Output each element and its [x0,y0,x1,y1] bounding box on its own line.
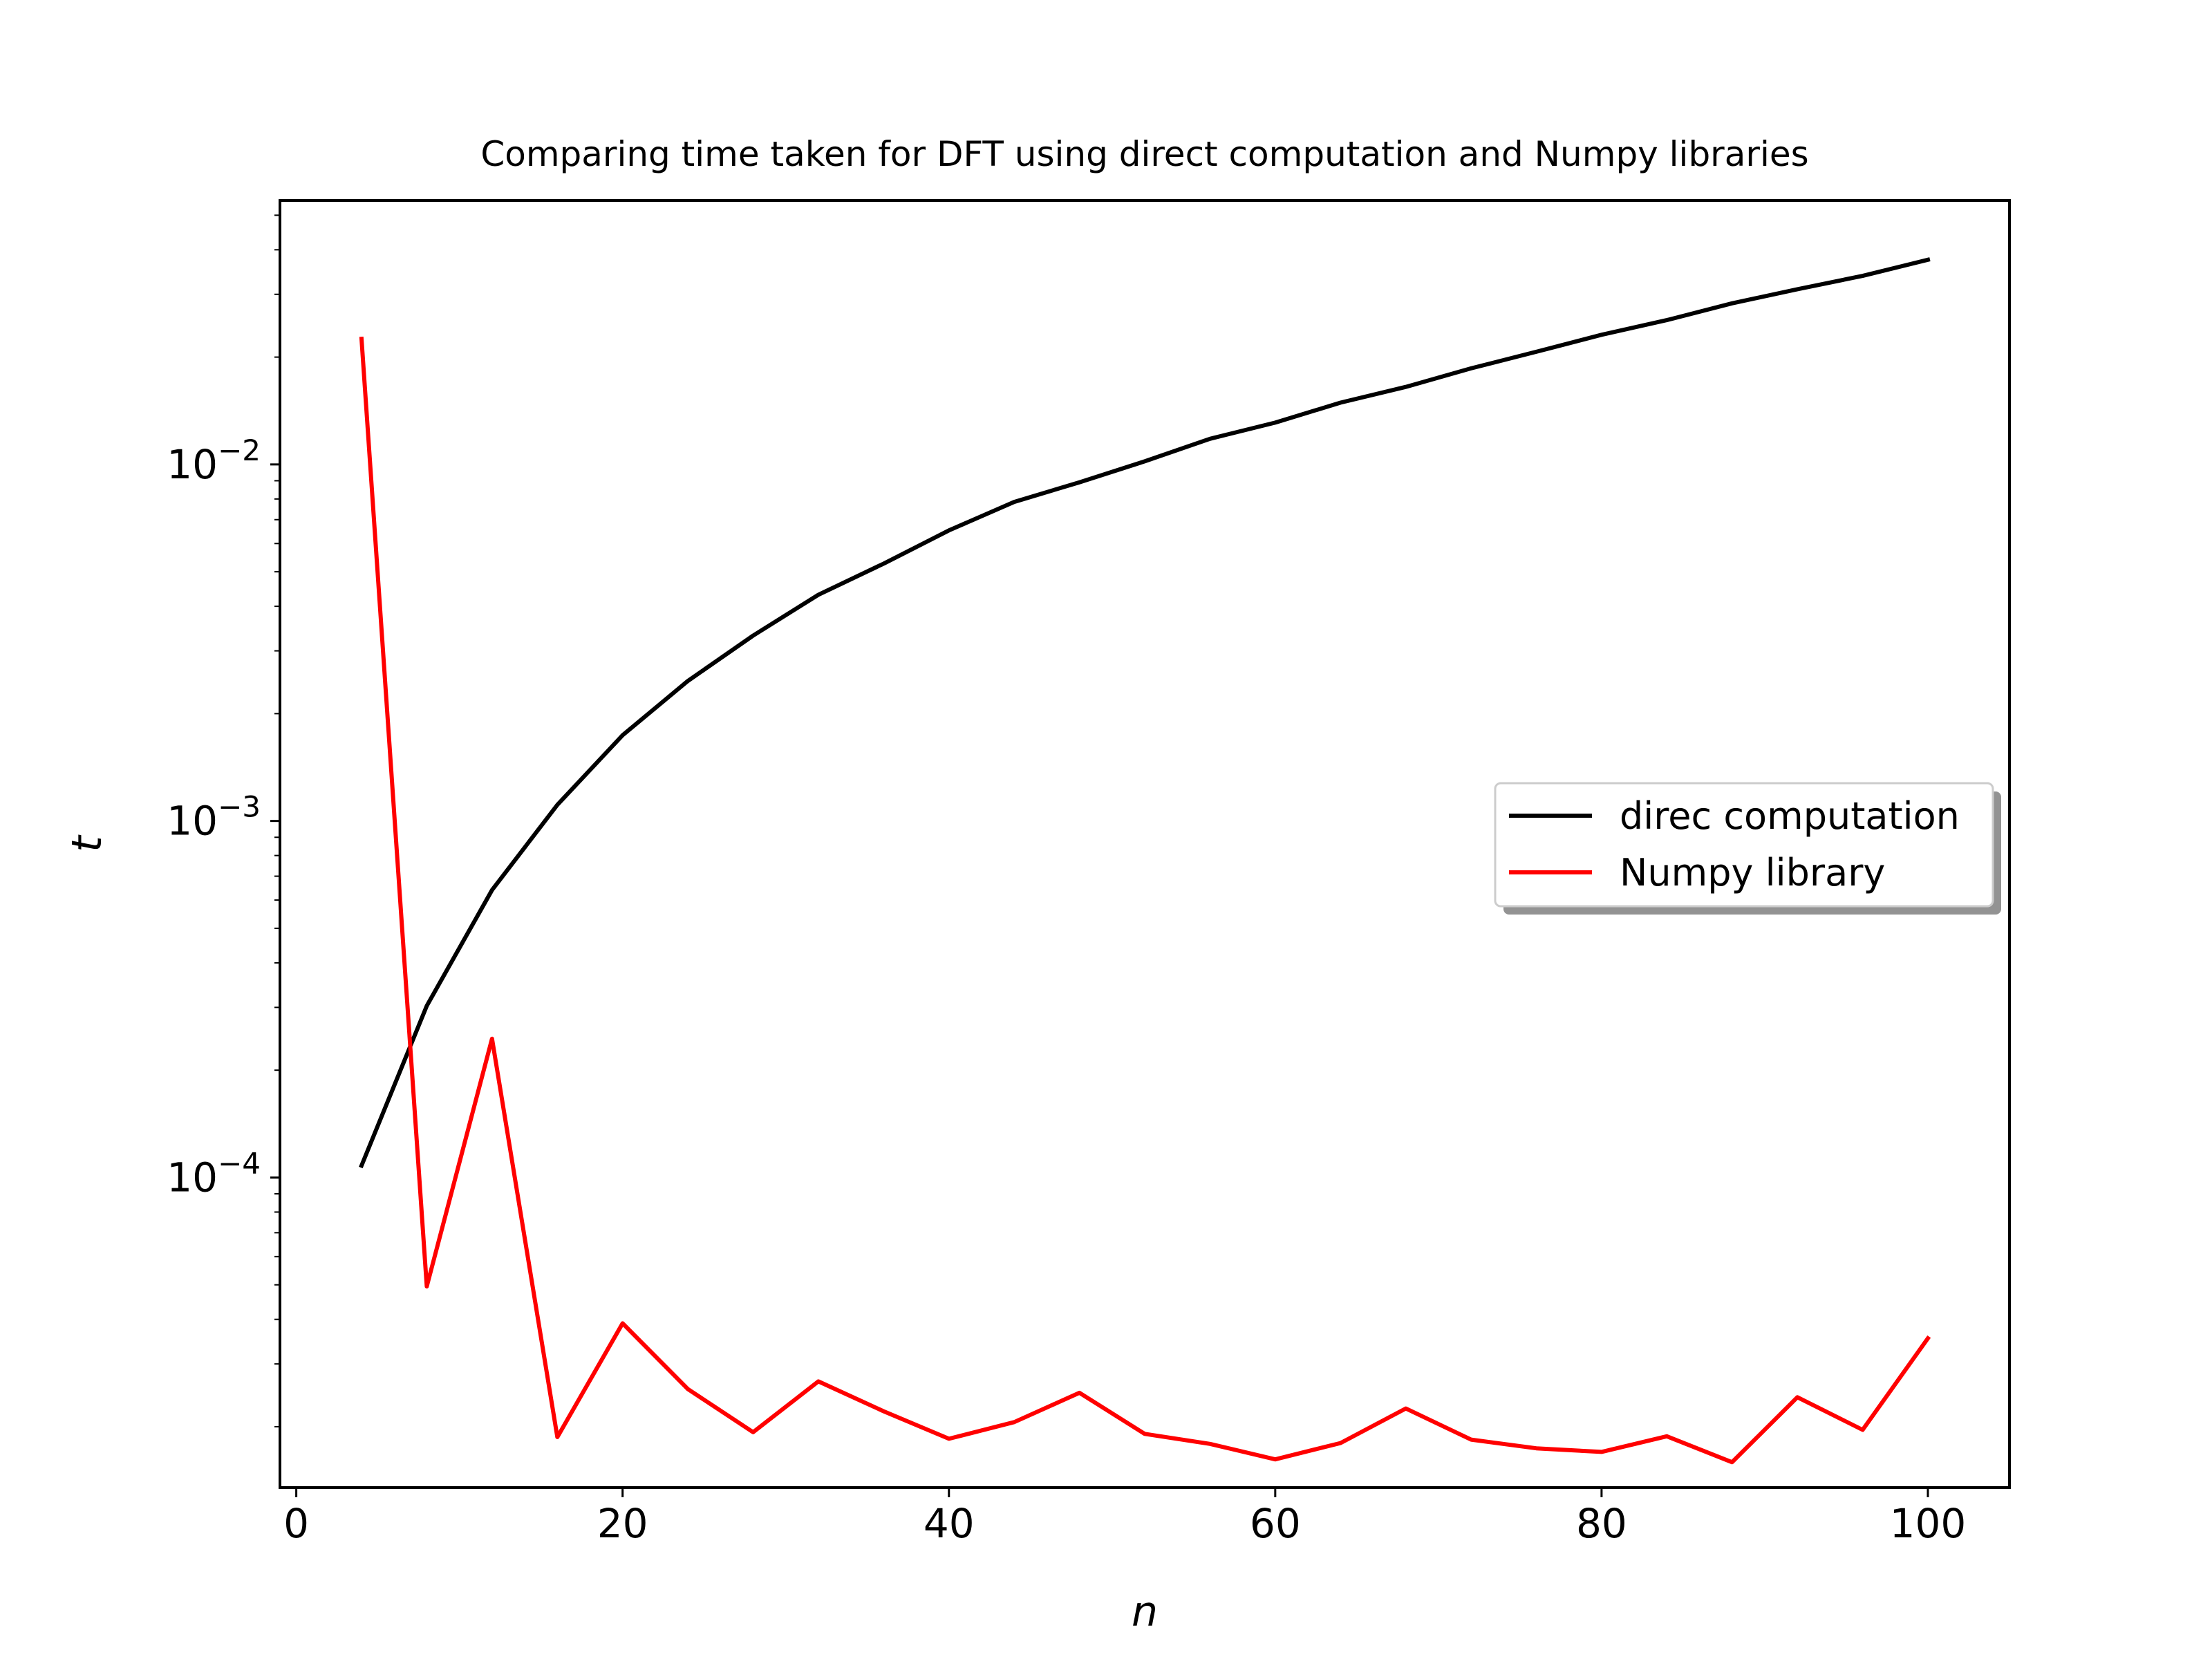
legend-items: direc computation Numpy library [1509,794,1960,894]
x-tick-label: 100 [1890,1500,1967,1547]
axes-frame [279,199,2011,1489]
x-tick-label: 80 [1576,1500,1627,1547]
y-tick-label: 10−2 [167,433,261,488]
series-line-direc-computation [359,257,1931,1169]
x-tick-label: 60 [1250,1500,1301,1547]
chart-title: Comparing time taken for DFT using direc… [480,134,1808,174]
plot-area [279,199,2011,1489]
legend-label: direc computation [1620,794,1960,838]
legend: direc computation Numpy library [1494,782,2001,915]
x-tick-label: 0 [283,1500,309,1547]
x-axis-label: n [1132,1588,1158,1636]
legend-box [1494,782,1994,908]
y-tick-label: 10−4 [167,1146,261,1201]
y-axis-ticks: 10−4 10−3 10−2 [167,433,280,1201]
legend-label: Numpy library [1620,851,1885,894]
series-line-numpy-library [359,337,1931,1465]
x-axis-ticks: 0 20 40 60 80 100 [283,1488,1966,1547]
y-axis-label: t [63,834,111,852]
x-tick-label: 20 [597,1500,648,1547]
x-tick-label: 40 [924,1500,975,1547]
y-axis-minor-ticks [274,214,280,1427]
series-layer [359,257,1931,1465]
y-tick-label: 10−3 [167,790,261,845]
